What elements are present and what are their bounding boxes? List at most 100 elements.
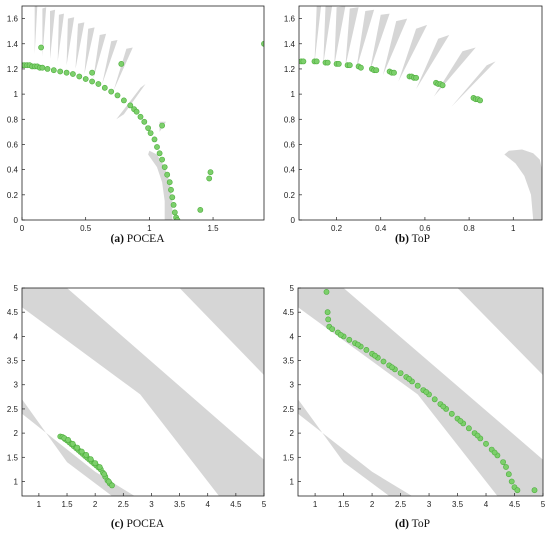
data-point-a-37 xyxy=(169,194,176,201)
x-tick-label-c-3: 2.5 xyxy=(118,500,130,509)
x-tick-label-d-2: 2 xyxy=(370,500,375,509)
caption-d-text: ToP xyxy=(411,518,431,530)
chart-panel-c: 1 1.5 2 2.5 3 3.5 4 4.5 5 1 1.5 2 2.5 3 3.5 4 4.5 5 (c) P… xyxy=(0,270,275,539)
data-point-d-22 xyxy=(431,396,438,403)
data-point-b-17 xyxy=(391,69,397,76)
feasible-region-a-6 xyxy=(84,27,95,74)
x-tick-label-c-8: 5 xyxy=(262,500,267,509)
feasible-region-b-8 xyxy=(416,35,450,90)
chart-panel-d: 1 1.5 2 2.5 3 3.5 4 4.5 5 1 1.5 2 2.5 3 3.5 4 4.5 5 (d) T… xyxy=(275,270,550,539)
data-point-d-10 xyxy=(363,347,370,353)
data-point-d-45 xyxy=(406,376,412,382)
feasible-region-c-1 xyxy=(179,288,264,376)
data-point-d-31 xyxy=(483,440,489,447)
data-point-d-44 xyxy=(389,364,395,371)
plot-area-c xyxy=(22,288,264,496)
data-point-a-12 xyxy=(63,69,70,76)
y-tick-label-d-0: 1 xyxy=(290,477,295,486)
feasible-region-b-1 xyxy=(323,6,333,64)
data-point-a-36 xyxy=(168,186,174,193)
data-point-d-13 xyxy=(380,358,387,365)
data-point-d-42 xyxy=(354,341,361,348)
feasible-region-a-3 xyxy=(57,13,64,62)
y-tick-label-d-3: 2.5 xyxy=(283,405,295,414)
x-tick-label-b-4: 1 xyxy=(511,224,516,233)
feasible-region-a-12 xyxy=(148,150,173,220)
caption-c: (c) POCEA xyxy=(0,518,275,530)
data-point-d-39 xyxy=(514,487,521,494)
data-point-d-25 xyxy=(448,410,455,417)
data-point-b-1 xyxy=(300,58,307,65)
plot-area-b xyxy=(299,6,542,220)
y-tick-label-d-7: 4.5 xyxy=(283,308,295,317)
y-tick-label-d-8: 5 xyxy=(290,284,295,293)
y-tick-label-d-1: 1.5 xyxy=(283,453,295,462)
feasible-region-b-9 xyxy=(433,47,476,97)
y-tick-label-b-4: 0.8 xyxy=(284,115,296,124)
caption-b-text: ToP xyxy=(411,233,431,245)
y-tick-label-a-7: 1.4 xyxy=(7,40,19,49)
y-tick-label-a-0: 0 xyxy=(14,216,19,225)
data-point-a-19 xyxy=(108,88,115,95)
data-point-c-28 xyxy=(78,448,85,455)
plot-d: 1 1.5 2 2.5 3 3.5 4 4.5 5 1 1.5 2 2.5 3 3.5 4 4.5 5 xyxy=(283,284,546,509)
y-tick-label-b-0: 0 xyxy=(291,216,296,225)
feasible-region-b-3 xyxy=(345,7,359,67)
data-point-b-14 xyxy=(373,67,380,74)
data-point-a-16 xyxy=(89,78,95,85)
y-tick-label-c-1: 1.5 xyxy=(7,453,19,462)
x-tick-label-a-0: 0 xyxy=(20,224,25,233)
feasible-region-a-8 xyxy=(102,40,118,84)
x-tick-label-b-0: 0.2 xyxy=(331,224,343,233)
data-point-a-11 xyxy=(57,68,64,75)
x-tick-label-c-0: 1 xyxy=(37,500,42,509)
feasible-region-d-1 xyxy=(457,288,543,376)
x-tick-label-c-2: 2 xyxy=(93,500,98,509)
feasible-region-d-0 xyxy=(298,288,543,496)
data-point-a-45 xyxy=(159,122,165,129)
y-tick-label-b-7: 1.4 xyxy=(284,40,296,49)
data-point-b-25 xyxy=(439,82,446,89)
data-point-a-34 xyxy=(164,171,171,178)
data-point-a-13 xyxy=(70,71,76,77)
data-point-d-48 xyxy=(457,418,464,424)
x-tick-label-c-1: 1.5 xyxy=(61,500,73,509)
data-point-d-19 xyxy=(414,382,421,389)
data-point-c-30 xyxy=(87,456,94,463)
caption-d: (d) ToP xyxy=(275,518,550,530)
plot-b: 0.2 0.4 0.6 0.8 1 0 0.2 0.4 0.6 0.8 1 1.2 1.4 1.6 xyxy=(284,5,543,233)
y-tick-label-c-5: 3.5 xyxy=(7,357,19,366)
data-point-a-43 xyxy=(89,69,95,76)
x-tick-label-b-2: 0.6 xyxy=(419,224,431,233)
data-point-b-21 xyxy=(413,74,419,81)
y-tick-label-a-1: 0.2 xyxy=(7,191,19,200)
data-point-d-37 xyxy=(508,478,515,485)
data-point-a-35 xyxy=(166,179,173,186)
data-point-c-33 xyxy=(101,471,108,478)
data-point-d-49 xyxy=(474,432,481,439)
feasible-region-b-0 xyxy=(314,6,322,63)
data-point-a-32 xyxy=(159,156,165,163)
x-tick-label-d-1: 1.5 xyxy=(338,500,350,509)
y-tick-label-d-5: 3.5 xyxy=(283,357,295,366)
data-point-a-26 xyxy=(141,118,148,125)
data-point-a-39 xyxy=(171,209,178,216)
data-point-a-9 xyxy=(44,66,51,72)
plot-a: 0 0.5 1 1.5 0 0.2 0.4 0.6 0.8 1 1.2 1.4 1.6 xyxy=(7,5,265,233)
data-point-c-26 xyxy=(69,440,76,447)
data-point-d-7 xyxy=(346,336,353,343)
x-tick-label-d-3: 2.5 xyxy=(395,500,407,509)
data-point-a-20 xyxy=(114,92,121,99)
data-point-d-47 xyxy=(440,403,447,410)
data-point-b-5 xyxy=(324,59,331,66)
x-tick-label-d-8: 5 xyxy=(541,500,546,509)
data-point-a-25 xyxy=(137,113,144,120)
data-point-a-31 xyxy=(156,150,163,157)
data-point-d-16 xyxy=(397,370,404,376)
y-tick-label-a-8: 1.6 xyxy=(7,15,19,24)
y-tick-label-c-0: 1 xyxy=(14,477,19,486)
data-point-a-48 xyxy=(197,206,204,213)
data-point-b-29 xyxy=(477,97,483,104)
data-point-c-32 xyxy=(96,464,103,470)
x-tick-label-c-7: 4.5 xyxy=(230,500,242,509)
